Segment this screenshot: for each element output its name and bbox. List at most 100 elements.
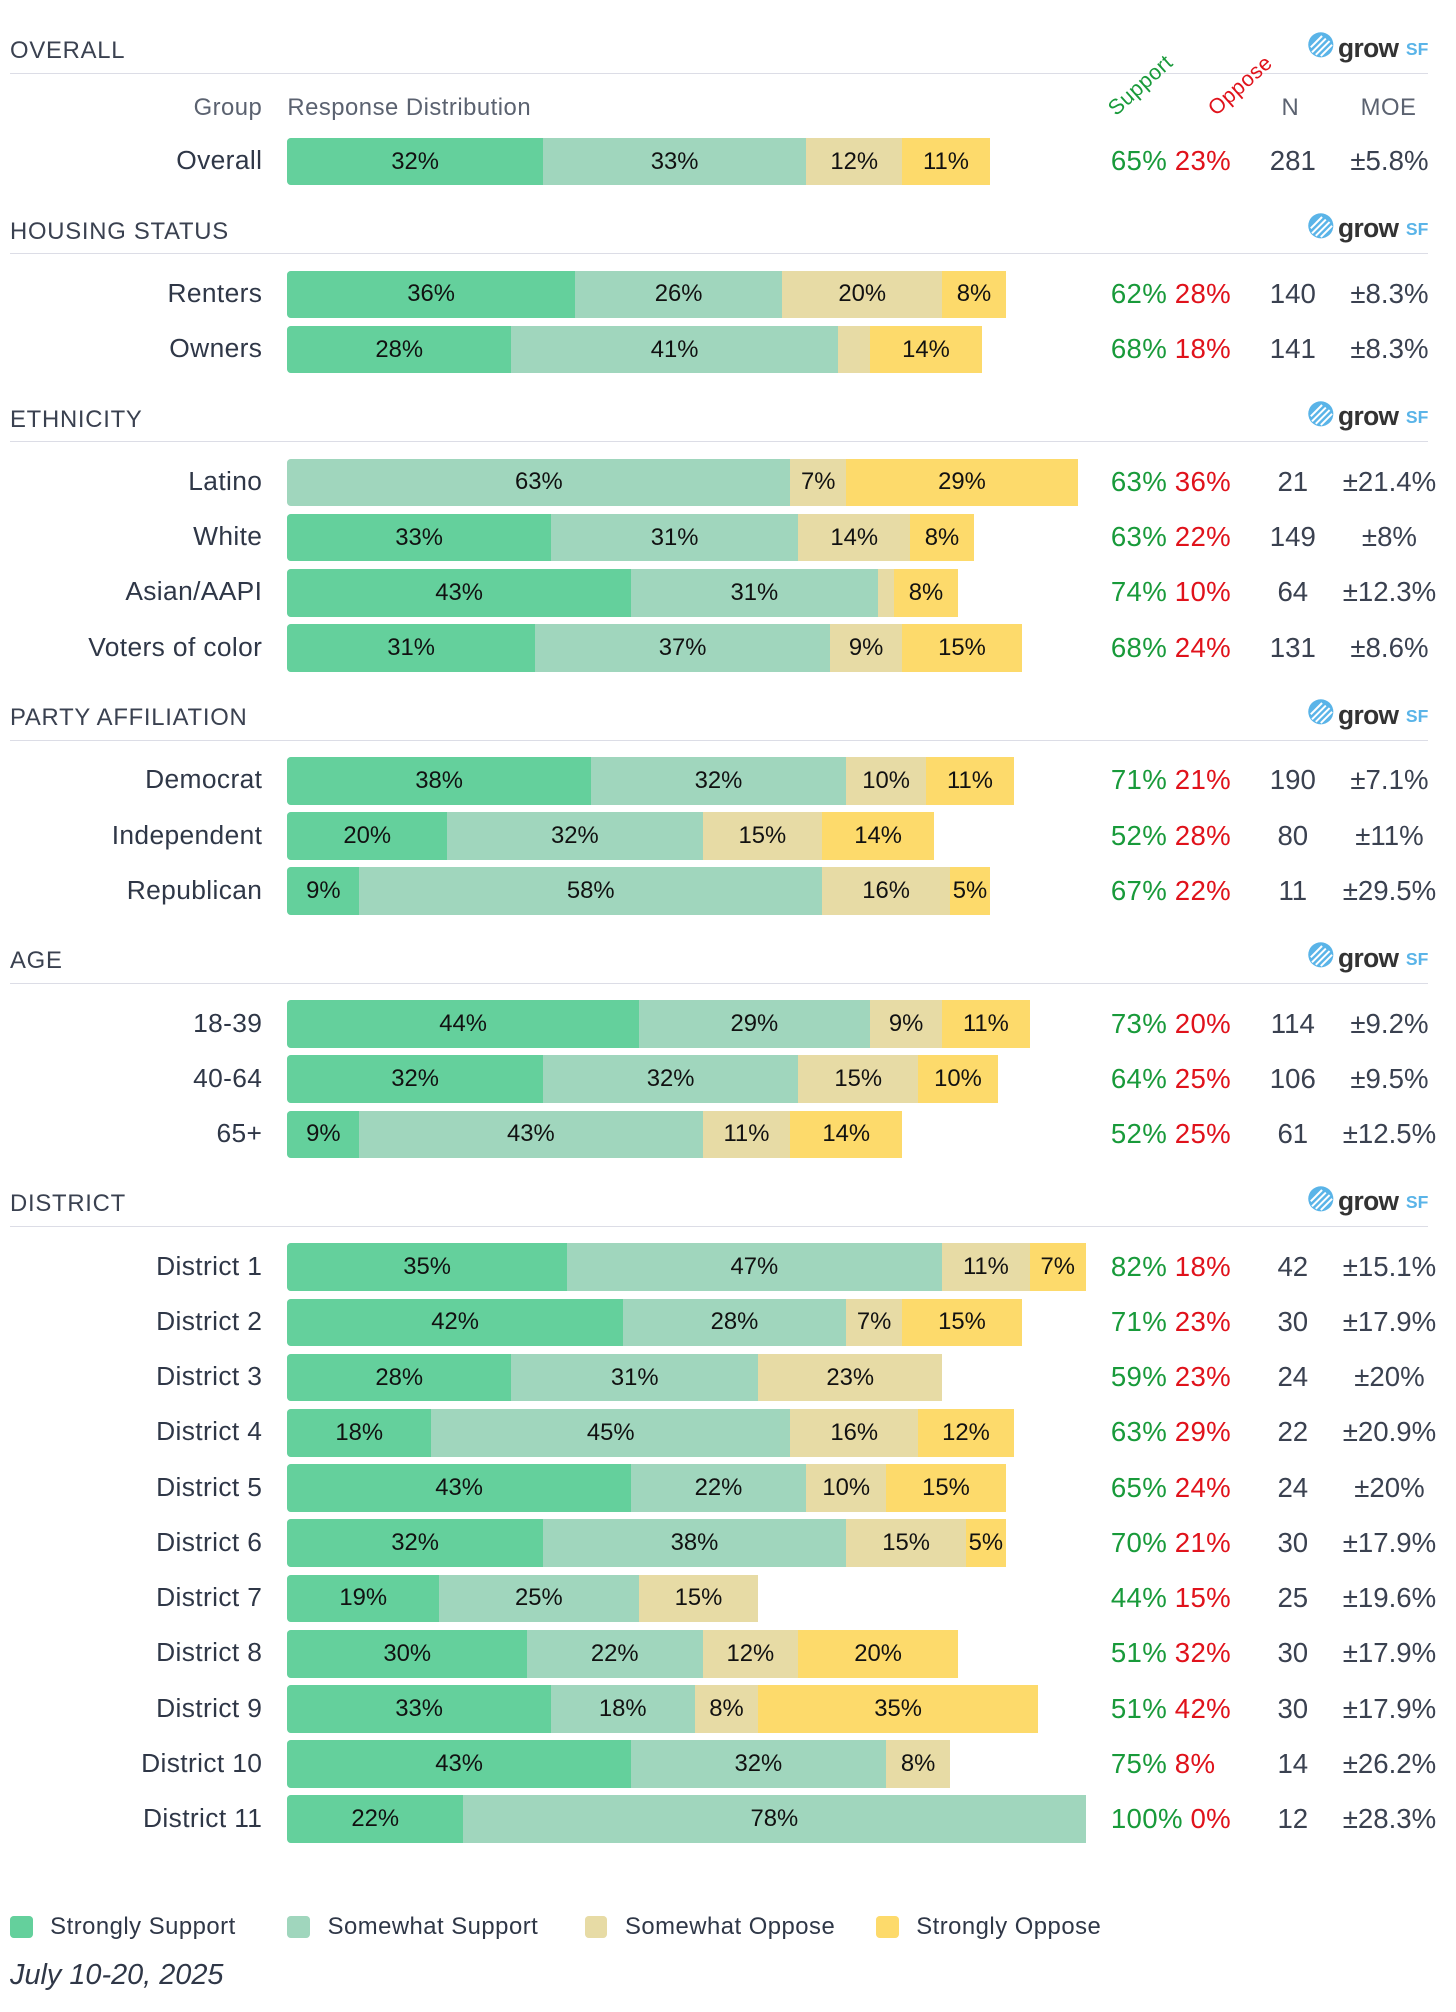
support-total: 63%	[1110, 466, 1168, 498]
group-label: District 3	[156, 1361, 263, 1392]
table-row: District 7 19% 25% 15% 44% 15% 25 ±19.6%	[0, 1571, 1456, 1626]
bar-segment-strongly-oppose: 15%	[902, 1298, 1022, 1347]
margin-of-error: ±28.3%	[1342, 1803, 1437, 1834]
support-oppose-totals: 71% 23%	[1111, 1306, 1231, 1338]
sample-size: 12	[1277, 1803, 1309, 1834]
support-total: 44%	[1110, 1582, 1168, 1614]
column-header-distribution: Response Distribution	[287, 93, 532, 121]
bar-segment-strongly-oppose: 8%	[942, 270, 1006, 319]
legend-swatch	[876, 1915, 899, 1939]
bar-segment-label: 38%	[670, 1529, 719, 1557]
bar-segment-label: 32%	[391, 147, 439, 175]
oppose-total: 22%	[1174, 874, 1232, 906]
support-oppose-totals: 65% 23%	[1111, 145, 1231, 177]
bar-segment-somewhat-oppose: 8%	[694, 1685, 759, 1733]
bar-segment-strongly-support: 18%	[287, 1408, 432, 1457]
bar-segment-label: 28%	[375, 1363, 424, 1391]
margin-of-error: ±20%	[1354, 1471, 1425, 1503]
bar-segment-label: 9%	[888, 1009, 924, 1037]
oppose-total: 21%	[1174, 1526, 1232, 1558]
bar-segment-label: 14%	[902, 335, 950, 363]
bar-segment-strongly-support: 32%	[287, 1055, 543, 1103]
stacked-bar: 28% 31% 23%	[287, 1353, 1085, 1402]
stacked-bar: 20% 32% 15% 14%	[287, 812, 1085, 860]
legend-swatch	[10, 1915, 33, 1939]
bar-segment-strongly-support: 35%	[287, 1243, 567, 1291]
bar-segment-somewhat-oppose: 15%	[798, 1055, 919, 1103]
support-oppose-totals: 51% 32%	[1111, 1637, 1231, 1669]
bar-segment-label: 15%	[938, 1308, 986, 1336]
bar-segment-somewhat-support: 31%	[550, 513, 799, 562]
support-total: 67%	[1110, 874, 1168, 906]
margin-of-error: ±17.9%	[1342, 1306, 1437, 1338]
bar-segment-label: 45%	[586, 1418, 635, 1446]
support-oppose-totals: 63% 22%	[1111, 521, 1231, 553]
bar-segment-label: 31%	[730, 578, 779, 606]
group-label: District 8	[156, 1637, 263, 1668]
oppose-total: 8%	[1174, 1747, 1216, 1779]
bar-segment-somewhat-oppose: 14%	[798, 513, 911, 562]
bar-segment-label: 35%	[403, 1253, 451, 1281]
bar-segment-somewhat-support: 33%	[542, 137, 807, 186]
support-total: 52%	[1110, 1118, 1168, 1150]
bar-segment-strongly-oppose: 14%	[870, 325, 982, 374]
oppose-total: 23%	[1174, 145, 1232, 177]
section-header: PARTY AFFILIATION grow SF	[10, 699, 1429, 741]
bar-segment-strongly-oppose: 35%	[758, 1685, 1038, 1733]
bar-segment-label: 11%	[946, 766, 993, 794]
oppose-total: 36%	[1174, 466, 1232, 498]
support-total: 71%	[1110, 764, 1168, 796]
bar-segment-strongly-support: 42%	[287, 1298, 623, 1347]
bar-segment-strongly-support: 33%	[287, 513, 551, 562]
margin-of-error: ±8.3%	[1350, 278, 1429, 310]
stacked-bar: 43% 32% 8%	[287, 1740, 1085, 1788]
legend-somewhat-support: Somewhat Support	[287, 1913, 584, 1941]
group-label: Asian/AAPI	[125, 576, 263, 607]
bar-segment-somewhat-support: 18%	[550, 1685, 695, 1733]
legend-label: Somewhat Oppose	[625, 1912, 836, 1940]
bar-segment-label: 15%	[674, 1584, 723, 1612]
bar-segment-label: 14%	[830, 523, 879, 551]
bar-segment-strongly-oppose: 14%	[790, 1110, 903, 1159]
bar-segment-strongly-oppose: 12%	[918, 1408, 1014, 1457]
sample-size: 30	[1277, 1692, 1309, 1724]
bar-segment-label: 20%	[343, 821, 392, 849]
bar-segment-somewhat-support: 28%	[622, 1298, 847, 1347]
group-label: District 2	[156, 1306, 263, 1337]
growsf-logo: grow SF	[1307, 31, 1429, 65]
growsf-logo: grow SF	[1307, 1185, 1428, 1219]
bar-segment-label: 43%	[507, 1120, 555, 1148]
bar-segment-somewhat-support: 38%	[542, 1519, 847, 1568]
stacked-bar: 31% 37% 9% 15%	[287, 624, 1085, 672]
table-row: District 9 33% 18% 8% 35% 51% 42% 30 ±17.9%	[0, 1681, 1456, 1736]
bar-segment-label: 25%	[515, 1584, 563, 1612]
support-total: 51%	[1110, 1692, 1168, 1724]
bar-segment-somewhat-oppose: 20%	[782, 270, 942, 319]
stacked-bar: 43% 22% 10% 15%	[287, 1464, 1085, 1512]
support-total: 63%	[1110, 1416, 1168, 1448]
bar-segment-strongly-oppose: 14%	[822, 812, 934, 860]
oppose-total: 23%	[1174, 1306, 1232, 1338]
oppose-total: 25%	[1174, 1118, 1232, 1150]
support-oppose-totals: 65% 24%	[1111, 1472, 1231, 1504]
group-label: District 11	[143, 1803, 263, 1833]
bar-segment-strongly-oppose: 11%	[902, 137, 990, 186]
sample-size: 140	[1269, 278, 1316, 310]
bar-segment-label: 15%	[834, 1065, 883, 1093]
bar-segment-somewhat-support: 63%	[287, 458, 791, 507]
rows: Group Response Distribution Support Oppose N…	[0, 50, 1456, 189]
section-header: HOUSING STATUS grow SF	[10, 213, 1429, 255]
bar-segment-somewhat-support: 37%	[534, 624, 831, 672]
support-total: 65%	[1110, 1471, 1168, 1503]
sample-size: 22	[1277, 1416, 1309, 1448]
logo-suffix: SF	[1405, 38, 1429, 59]
bar-segment-label: 33%	[650, 147, 699, 175]
bar-segment-label: 31%	[610, 1363, 659, 1391]
bar-segment-label: 33%	[395, 1694, 443, 1722]
margin-of-error: ±26.2%	[1342, 1747, 1437, 1779]
bar-segment-label: 14%	[822, 1120, 871, 1148]
logo-text: grow	[1338, 942, 1399, 973]
bar-segment-somewhat-support: 32%	[590, 756, 847, 805]
sample-size: 30	[1277, 1526, 1309, 1558]
margin-of-error: ±8%	[1361, 521, 1417, 553]
